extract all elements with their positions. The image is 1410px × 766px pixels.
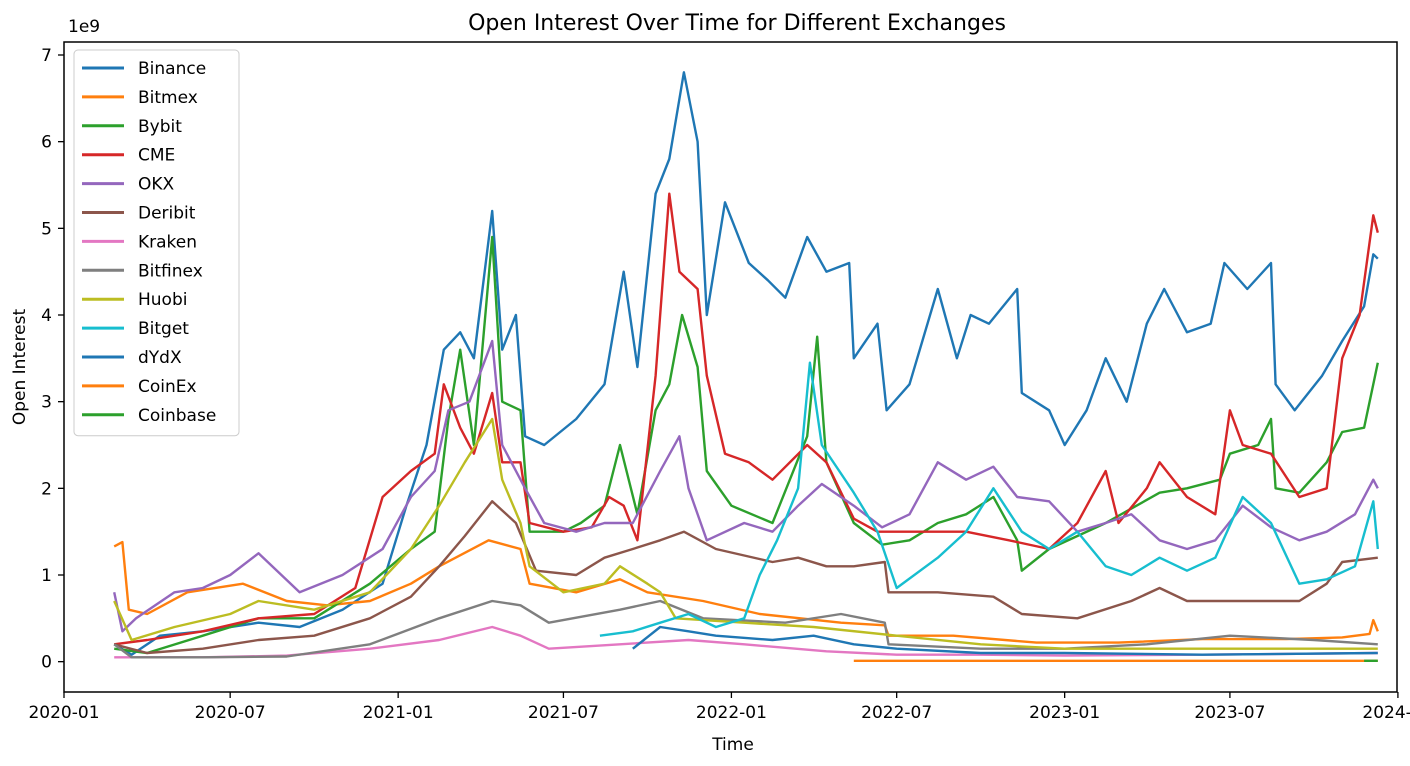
y-tick-label: 7: [41, 46, 52, 66]
x-axis-label: Time: [711, 735, 754, 755]
x-tick-label: 2023-07: [1194, 703, 1265, 723]
legend-label: Bitget: [138, 319, 189, 339]
series-line-kraken: [114, 625, 1378, 659]
legend-label: CME: [138, 146, 175, 166]
y-tick-label: 3: [41, 393, 52, 413]
x-tick-label: 2022-01: [696, 703, 767, 723]
plot-frame: [63, 41, 1398, 693]
series-line-dydx: [632, 625, 1378, 656]
legend-label: OKX: [138, 175, 175, 195]
series-line-huobi: [113, 417, 1378, 650]
plot-area: [113, 71, 1379, 662]
legend-label: dYdX: [138, 348, 182, 368]
y-multiplier-label: 1e9: [68, 17, 100, 37]
chart-title: Open Interest Over Time for Different Ex…: [468, 11, 1006, 36]
x-tick-label: 2023-01: [1029, 703, 1100, 723]
legend-label: Huobi: [138, 290, 187, 310]
x-tick-label: 2024-01: [1362, 703, 1410, 723]
legend-box: [73, 49, 240, 437]
y-tick-label: 2: [41, 479, 52, 499]
y-axis: 0 1 2 3 4 5 6 7: [41, 46, 64, 673]
series-line-binance: [113, 71, 1379, 656]
series-lines: [113, 71, 1379, 662]
legend-label: Binance: [138, 59, 206, 79]
x-tick-label: 2021-07: [528, 703, 599, 723]
x-tick-label: 2020-07: [195, 703, 266, 723]
y-tick-label: 6: [41, 133, 52, 153]
series-line-cme: [114, 192, 1379, 646]
legend-label: Bitfinex: [138, 261, 203, 281]
series-line-bybit: [114, 235, 1379, 655]
x-tick-label: 2022-07: [861, 703, 932, 723]
x-tick-label: 2020-01: [28, 703, 99, 723]
x-axis: 2020-01 2020-07 2021-01 2021-07 2022-01 2022-…: [28, 692, 1410, 723]
y-tick-label: 0: [41, 653, 52, 673]
y-tick-label: 4: [41, 306, 52, 326]
legend-label: Bybit: [138, 117, 182, 137]
y-tick-label: 1: [41, 566, 52, 586]
legend-label: Deribit: [138, 204, 196, 224]
y-tick-label: 5: [41, 219, 52, 239]
series-line-deribit: [113, 500, 1378, 655]
x-tick-label: 2021-01: [363, 703, 434, 723]
legend-label: Kraken: [138, 232, 197, 252]
legend-label: Coinbase: [138, 406, 216, 426]
series-line-bitfinex: [113, 599, 1378, 659]
series-line-bitget: [599, 361, 1379, 637]
legend: Binance Bitmex Bybit CME OKX Deribit Kraken Bit…: [73, 49, 240, 437]
y-axis-label: Open Interest: [10, 309, 30, 426]
series-line-okx: [113, 339, 1379, 633]
legend-label: CoinEx: [138, 377, 197, 397]
legend-label: Bitmex: [138, 88, 198, 108]
